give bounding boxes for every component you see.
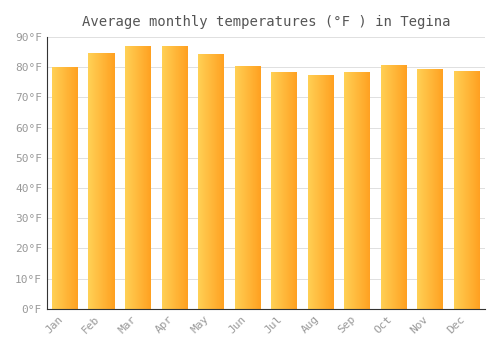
Title: Average monthly temperatures (°F ) in Tegina: Average monthly temperatures (°F ) in Te…	[82, 15, 450, 29]
